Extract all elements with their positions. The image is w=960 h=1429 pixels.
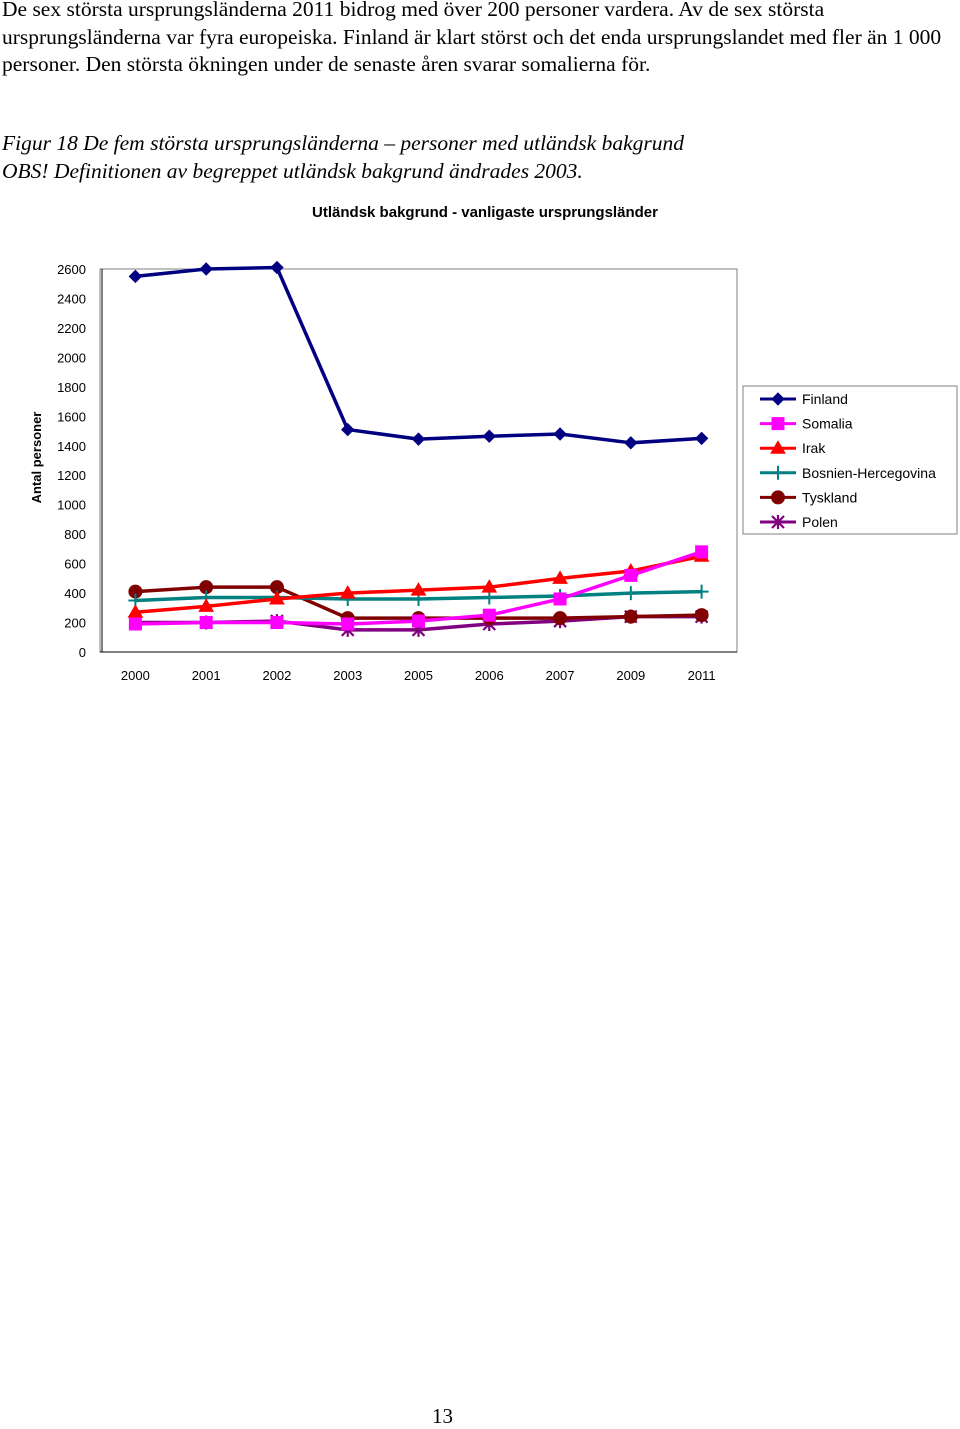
legend-label-tyskland: Tyskland — [802, 489, 857, 505]
legend-box — [742, 385, 958, 535]
data-point-irak — [552, 570, 568, 584]
body-paragraph: De sex största ursprungsländerna 2011 bi… — [2, 0, 942, 76]
data-point-bosnien-hercegovina — [694, 584, 709, 599]
y-tick-label: 600 — [64, 557, 86, 572]
page-number: 13 — [432, 1404, 453, 1428]
figure-caption: Figur 18 De fem största ursprungsländern… — [2, 130, 952, 185]
legend-label-somalia: Somalia — [802, 416, 853, 432]
data-point-tyskland — [623, 609, 638, 624]
x-tick-label: 2002 — [262, 668, 291, 683]
legend-label-bosnien-hercegovina: Bosnien-Hercegovina — [802, 465, 936, 481]
y-tick-label: 200 — [64, 616, 86, 631]
x-tick-label: 2007 — [546, 668, 575, 683]
y-tick-label: 1400 — [57, 439, 86, 454]
legend-marker-irak — [770, 440, 786, 454]
y-tick-label: 1800 — [57, 380, 86, 395]
data-point-finland — [199, 262, 213, 276]
legend-marker-tyskland — [771, 490, 785, 505]
data-point-finland — [341, 422, 355, 437]
y-tick-label: 800 — [64, 527, 86, 542]
data-point-finland — [694, 431, 709, 446]
y-tick-label: 1200 — [57, 468, 86, 483]
y-tick-label: 2200 — [57, 321, 86, 336]
data-point-bosnien-hercegovina — [623, 586, 638, 601]
x-tick-label: 2000 — [121, 668, 150, 683]
legend-marker-somalia — [771, 417, 785, 431]
y-tick-label: 2400 — [57, 291, 86, 306]
data-point-somalia — [412, 614, 425, 628]
caption-line-2: OBS! Definitionen av begreppet utländsk … — [2, 158, 583, 183]
data-point-finland — [553, 427, 567, 441]
legend-label-irak: Irak — [802, 440, 826, 456]
data-point-irak — [410, 582, 427, 596]
legend-marker-finland — [771, 392, 785, 406]
data-point-somalia — [695, 545, 709, 559]
data-point-irak — [481, 579, 498, 593]
data-point-irak — [127, 604, 144, 618]
data-point-irak — [339, 585, 356, 599]
data-point-tyskland — [694, 608, 709, 623]
x-tick-label: 2006 — [475, 668, 504, 683]
legend-label-polen: Polen — [802, 514, 838, 530]
data-point-finland — [411, 432, 426, 446]
data-point-somalia — [128, 617, 142, 631]
y-tick-label: 0 — [79, 645, 86, 660]
y-tick-label: 2000 — [57, 350, 86, 365]
x-tick-label: 2001 — [192, 668, 221, 683]
data-point-finland — [482, 429, 496, 443]
data-point-irak — [269, 590, 285, 605]
data-point-somalia — [553, 592, 567, 606]
data-point-finland — [128, 269, 143, 284]
data-point-finland — [270, 260, 284, 275]
y-axis-title: Antal personer — [29, 412, 44, 504]
data-point-somalia — [482, 608, 496, 622]
legend-label-finland: Finland — [802, 391, 848, 407]
y-tick-label: 400 — [64, 586, 86, 601]
x-tick-label: 2003 — [333, 668, 362, 683]
y-tick-label: 2600 — [57, 262, 86, 277]
y-tick-label: 1000 — [57, 498, 86, 513]
chart-title: Utländsk bakgrund - vanligaste ursprungs… — [312, 204, 658, 221]
data-point-irak — [198, 598, 215, 612]
data-point-bosnien-hercegovina — [482, 590, 497, 605]
data-point-somalia — [199, 616, 213, 630]
legend-marker-bosnien-hercegovina — [771, 465, 785, 480]
data-point-somalia — [341, 617, 355, 631]
line-chart: 0 200 400 600 800 1000 1200 1400 1600 1800 2000 220… — [29, 260, 958, 683]
data-point-tyskland — [553, 611, 568, 626]
data-point-somalia — [624, 568, 638, 582]
data-point-finland — [624, 436, 638, 450]
caption-line-1: Figur 18 De fem största ursprungsländern… — [2, 131, 685, 155]
x-tick-label: 2009 — [616, 668, 645, 683]
x-tick-label: 2005 — [404, 668, 433, 683]
series-line-finland — [135, 265, 702, 445]
data-point-somalia — [270, 616, 284, 630]
legend-marker-polen — [771, 515, 785, 529]
y-tick-label: 1600 — [57, 409, 86, 424]
x-tick-label: 2011 — [688, 668, 716, 683]
